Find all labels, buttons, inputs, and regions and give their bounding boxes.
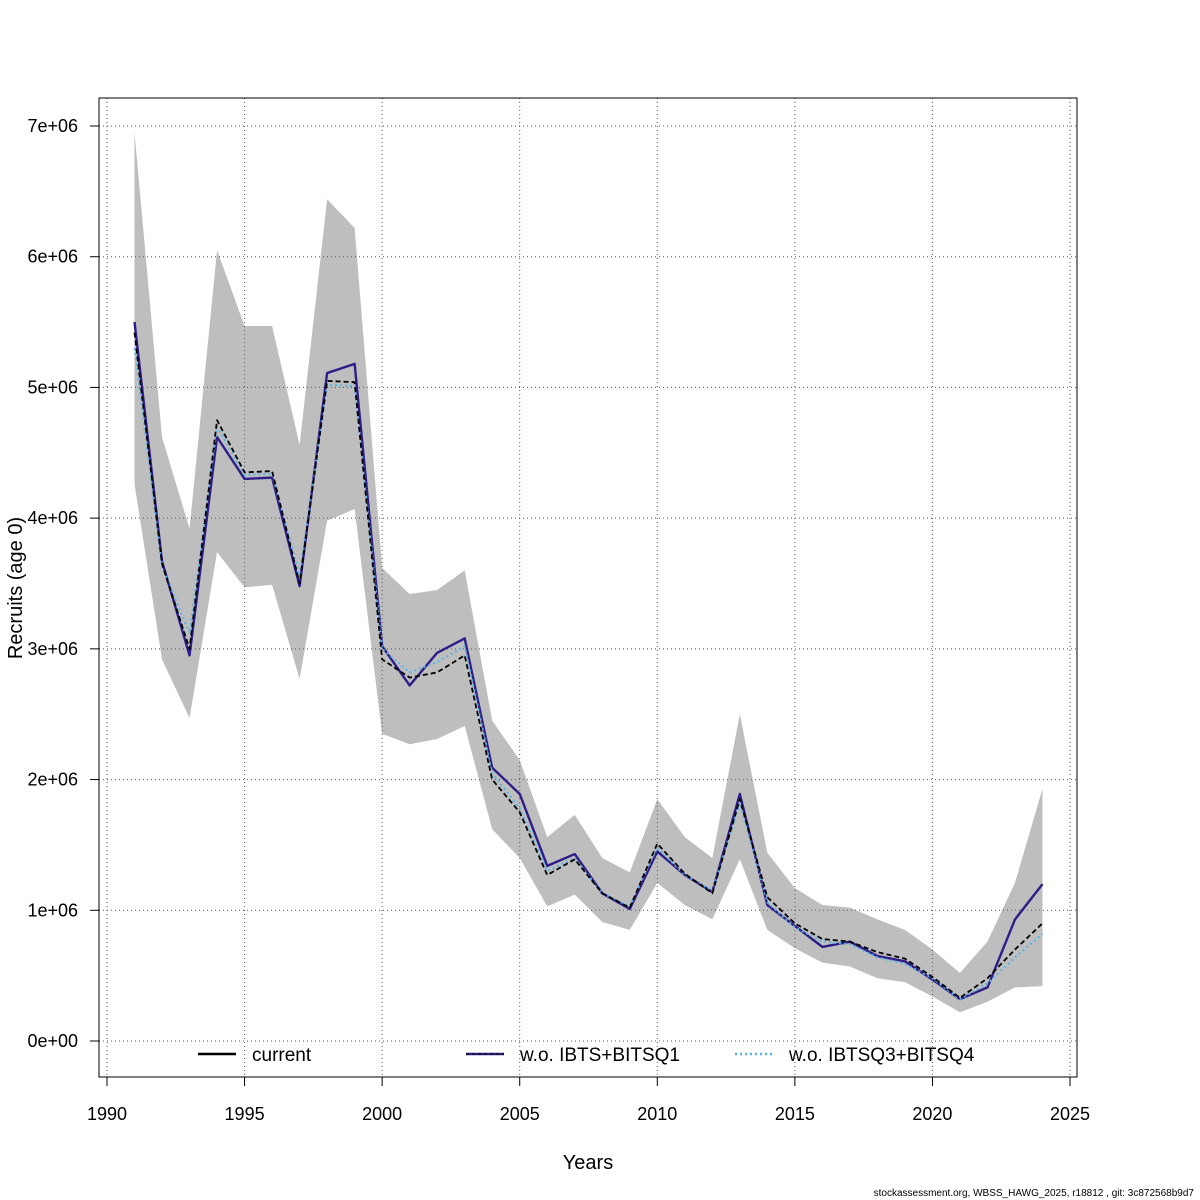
y-tick-label: 6e+06 — [27, 247, 78, 267]
x-tick-label: 2015 — [775, 1104, 815, 1124]
y-tick-label: 0e+00 — [27, 1031, 78, 1051]
x-axis-title: Years — [563, 1152, 613, 1174]
confidence-band — [134, 132, 1043, 1013]
y-tick-label: 4e+06 — [27, 508, 78, 528]
legend-label: w.o. IBTS+BITSQ1 — [519, 1045, 680, 1066]
y-tick-label: 1e+06 — [27, 900, 78, 920]
gridlines — [99, 98, 1077, 1077]
y-axis-title: Recruits (age 0) — [5, 517, 27, 659]
y-tick-label: 3e+06 — [27, 639, 78, 659]
legend-label: w.o. IBTSQ3+BITSQ4 — [788, 1045, 975, 1066]
x-tick-label: 1995 — [225, 1104, 265, 1124]
legend-label: current — [252, 1045, 312, 1066]
x-tick-label: 2000 — [362, 1104, 402, 1124]
footer-credit: stockassessment.org, WBSS_HAWG_2025, r18… — [874, 1188, 1195, 1199]
series-line-0 — [133, 332, 1044, 999]
x-tick-label: 1990 — [87, 1104, 127, 1124]
legend: current w.o. IBTS+BITSQ1 w.o. IBTSQ3+BITSQ… — [198, 1045, 975, 1066]
x-tick-label: 2025 — [1050, 1104, 1090, 1124]
y-tick-label: 2e+06 — [27, 770, 78, 790]
x-tick-label: 2005 — [500, 1104, 540, 1124]
x-tick-label: 2020 — [912, 1104, 952, 1124]
series-line-1 — [133, 321, 1044, 1001]
y-tick-label: 5e+06 — [27, 377, 78, 397]
confidence-band-layer — [134, 132, 1043, 1013]
x-tick-label: 2010 — [637, 1104, 677, 1124]
axes: 1990 1995 2000 2005 2010 2015 2020 2025 0e+00 1e+… — [27, 116, 1090, 1124]
y-tick-label: 7e+06 — [27, 116, 78, 136]
series-lines — [133, 321, 1044, 1001]
